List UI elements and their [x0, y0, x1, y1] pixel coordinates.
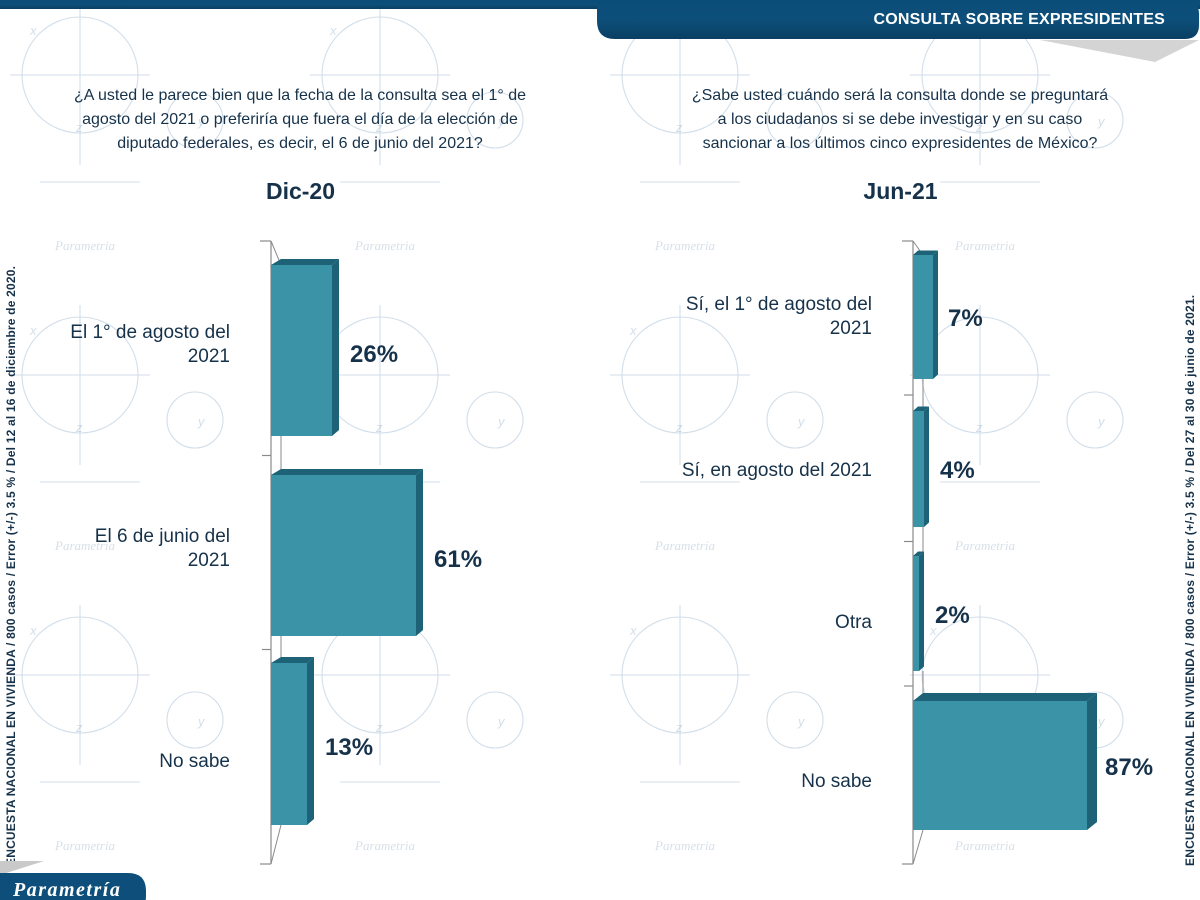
svg-text:7%: 7%	[948, 305, 983, 332]
svg-text:2021: 2021	[830, 318, 872, 339]
svg-text:2021: 2021	[188, 550, 230, 571]
svg-text:Sí, el 1° de agosto del: Sí, el 1° de agosto del	[686, 294, 872, 315]
svg-text:Sí, en agosto del 2021: Sí, en agosto del 2021	[682, 460, 872, 481]
svg-text:87%: 87%	[1105, 754, 1153, 781]
svg-text:4%: 4%	[940, 457, 975, 484]
svg-text:El 6 de junio del: El 6 de junio del	[95, 526, 230, 547]
svg-text:No sabe: No sabe	[801, 771, 872, 792]
svg-text:2021: 2021	[188, 346, 230, 367]
svg-text:El 1° de agosto del: El 1° de agosto del	[70, 322, 230, 343]
svg-text:13%: 13%	[325, 734, 373, 761]
svg-text:2%: 2%	[935, 602, 970, 629]
svg-text:61%: 61%	[434, 546, 482, 573]
svg-text:26%: 26%	[350, 341, 398, 368]
svg-text:No sabe: No sabe	[159, 751, 230, 772]
svg-text:Otra: Otra	[835, 612, 872, 633]
